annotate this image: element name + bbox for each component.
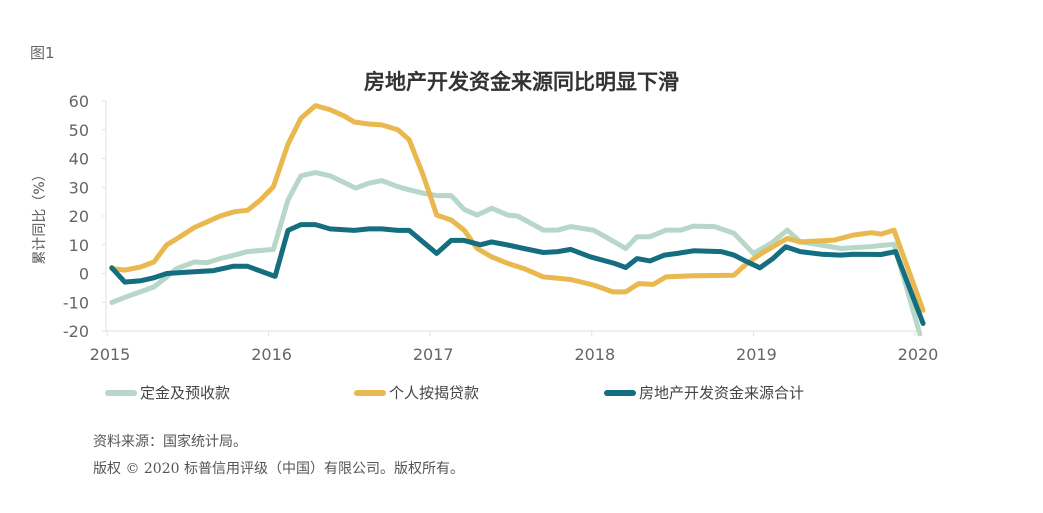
legend-item-total: 房地产开发资金来源合计 xyxy=(604,382,804,403)
y-tick-label: 40 xyxy=(69,150,89,169)
legend-swatch xyxy=(354,389,386,396)
legend-swatch xyxy=(604,389,636,396)
chart-title: 房地产开发资金来源同比明显下滑 xyxy=(364,70,679,94)
y-axis-label: 累计同比（%） xyxy=(32,167,48,264)
x-tick-label: 2015 xyxy=(90,345,131,364)
y-tick-label: -20 xyxy=(63,322,89,341)
y-tick-label: 10 xyxy=(69,236,89,255)
series-line-mortgage xyxy=(109,103,926,313)
y-tick-label: 50 xyxy=(69,121,89,140)
series-line-total xyxy=(109,222,926,326)
legend-label: 个人按揭贷款 xyxy=(389,384,480,402)
x-tick-label: 2019 xyxy=(736,345,777,364)
legend: 定金及预收款 个人按揭贷款 房地产开发资金来源合计 xyxy=(0,382,1043,404)
axes xyxy=(102,100,921,336)
legend-swatch xyxy=(105,389,137,396)
source-note: 资料来源：国家统计局。 xyxy=(93,434,247,450)
x-tick-label: 2017 xyxy=(413,345,454,364)
series-lines xyxy=(109,103,926,337)
x-tick-label: 2018 xyxy=(574,345,615,364)
legend-label: 定金及预收款 xyxy=(140,384,231,402)
legend-label: 房地产开发资金来源合计 xyxy=(639,384,805,402)
figure-label: 图1 xyxy=(30,44,55,62)
y-tick-label: 20 xyxy=(69,207,89,226)
y-tick-label: -10 xyxy=(63,293,89,312)
copyright-note: 版权 © 2020 标普信用评级（中国）有限公司。版权所有。 xyxy=(93,461,464,477)
y-tick-label: 0 xyxy=(79,265,89,284)
y-tick-label: 60 xyxy=(69,92,89,111)
legend-item-deposits: 定金及预收款 xyxy=(105,382,230,403)
legend-item-mortgage: 个人按揭贷款 xyxy=(354,382,479,403)
series-line-deposits xyxy=(109,170,923,337)
x-tick-label: 2020 xyxy=(898,345,939,364)
y-tick-label: 30 xyxy=(69,178,89,197)
x-tick-label: 2016 xyxy=(251,345,292,364)
